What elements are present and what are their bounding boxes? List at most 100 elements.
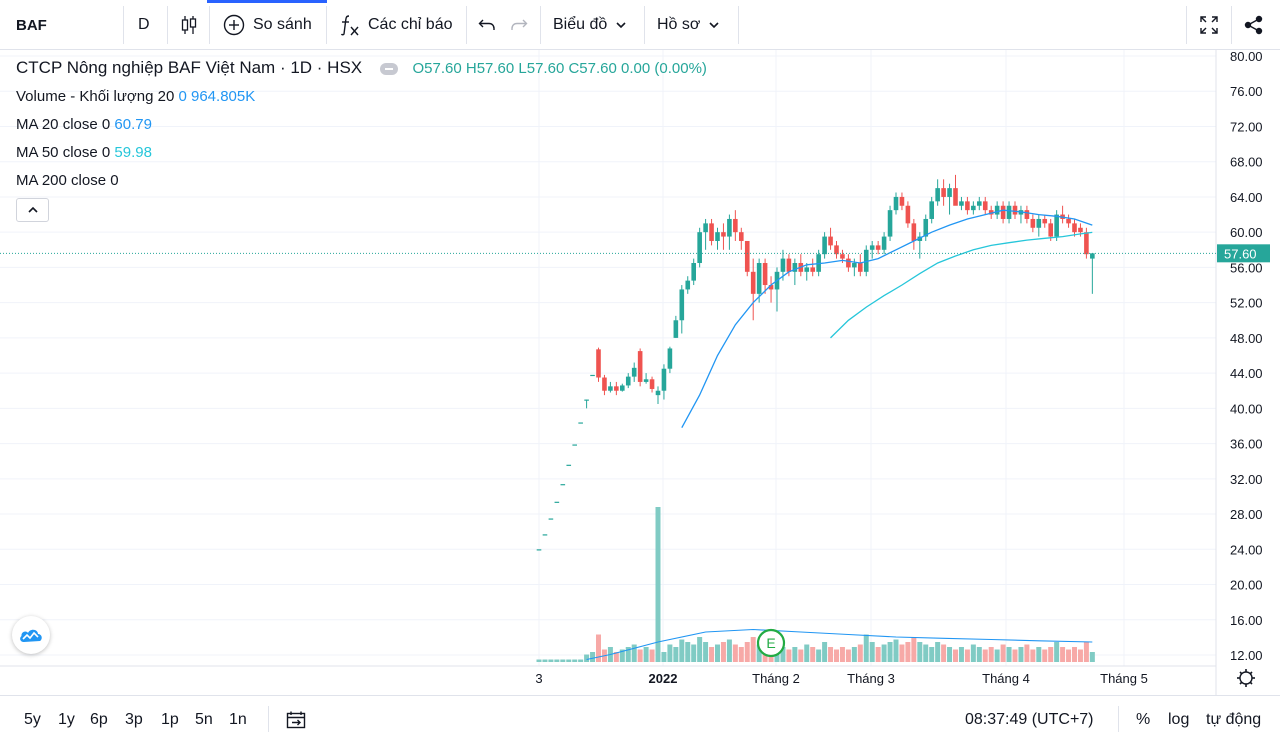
share-button[interactable]: [1244, 0, 1264, 50]
undo-button[interactable]: [478, 0, 496, 50]
price-tick-label: 24.00: [1230, 542, 1263, 557]
candle: [620, 383, 625, 392]
symbol-search-button[interactable]: BAF: [16, 0, 47, 50]
candle: [703, 218, 708, 250]
volume-bar: [970, 644, 976, 662]
candle: [917, 232, 923, 259]
volume-bar: [822, 642, 828, 662]
candle-body: [965, 201, 970, 211]
range-6p-button[interactable]: 6p: [90, 696, 108, 742]
candle-body: [1066, 218, 1071, 224]
event-marker[interactable]: E: [756, 628, 786, 658]
price-chart[interactable]: 80.00 76.00 72.00 68.00 64.00 60.00 56.00 52.00…: [0, 50, 1280, 695]
candle: [893, 192, 899, 215]
candle-body: [715, 232, 720, 241]
volume-bar: [643, 647, 649, 662]
fullscreen-button[interactable]: [1199, 0, 1219, 50]
interval-label: D: [138, 16, 150, 33]
volume-bar: [887, 642, 893, 662]
price-tick-label: 76.00: [1230, 84, 1263, 99]
candle-body: [911, 223, 917, 241]
chart-style-button[interactable]: [178, 0, 200, 50]
plus-circle-icon: [223, 14, 245, 36]
volume-bar: [893, 639, 899, 662]
range-1p-button[interactable]: 1p: [161, 696, 179, 742]
log-scale-button[interactable]: log: [1168, 696, 1189, 742]
time-tick-label: Tháng 5: [1100, 671, 1148, 686]
brand-logo-button[interactable]: [12, 616, 50, 654]
open-value: 57.60: [424, 60, 462, 77]
candle: [578, 422, 583, 424]
share-icon: [1244, 15, 1264, 35]
ma20-label: MA 20 close 0: [16, 116, 111, 133]
range-1y-button[interactable]: 1y: [58, 696, 75, 742]
chart-menu-button[interactable]: Biểu đồ: [553, 0, 627, 50]
time-axis-settings-button[interactable]: [1237, 669, 1255, 687]
candle: [899, 192, 905, 211]
volume-bar: [715, 644, 720, 662]
legend-ma20[interactable]: MA 20 close 0 60.79: [16, 116, 152, 133]
divider: [1231, 6, 1232, 44]
log-label: log: [1168, 710, 1190, 728]
divider: [1118, 706, 1119, 732]
auto-scale-button[interactable]: tự động: [1206, 696, 1261, 742]
range-5y-button[interactable]: 5y: [24, 696, 41, 742]
volume-bar: [875, 647, 881, 662]
range-3p-button[interactable]: 3p: [125, 696, 143, 742]
indicators-button[interactable]: Các chỉ báo: [340, 0, 453, 50]
volume-bar: [738, 647, 744, 662]
legend-ma200[interactable]: MA 200 close 0: [16, 172, 119, 189]
candle-series: [536, 174, 1095, 551]
legend-volume[interactable]: Volume - Khối lượng 20 0 964.805K: [16, 88, 255, 105]
range-1n-button[interactable]: 1n: [229, 696, 247, 742]
candle: [560, 484, 566, 486]
candle-body: [756, 263, 762, 294]
price-tick-label: 72.00: [1230, 119, 1263, 134]
volume-bar: [703, 642, 709, 662]
profile-menu-button[interactable]: Hồ sơ: [657, 0, 720, 50]
candle-body: [685, 280, 691, 290]
candle-body: [703, 223, 708, 233]
candle: [762, 258, 768, 294]
candle-body: [846, 258, 851, 268]
candle: [959, 196, 964, 211]
volume-bar: [964, 649, 970, 662]
candle-body: [822, 236, 827, 255]
volume-bar: [1024, 644, 1030, 662]
volume-bar: [869, 642, 875, 662]
candle: [1018, 205, 1024, 224]
candle: [971, 201, 976, 215]
candle: [887, 205, 893, 241]
volume-bar: [548, 659, 554, 662]
compare-label: So sánh: [253, 16, 312, 33]
top-toolbar: BAF D So sánh Các chỉ báo: [0, 0, 1280, 50]
legend-ma50[interactable]: MA 50 close 0 59.98: [16, 144, 152, 161]
candle: [744, 240, 750, 277]
candle-body: [1036, 218, 1042, 228]
chevron-down-icon: [615, 19, 627, 31]
volume-bar: [947, 647, 953, 662]
indicators-label: Các chỉ báo: [368, 16, 453, 33]
price-tick-label: 20.00: [1230, 578, 1263, 593]
candle-body: [768, 285, 774, 290]
candle: [929, 196, 934, 224]
go-to-date-button[interactable]: [286, 696, 306, 742]
redo-button[interactable]: [510, 0, 528, 50]
clock-timezone-button[interactable]: 08:37:49 (UTC+7): [965, 696, 1094, 742]
candle: [1066, 214, 1071, 228]
candle: [798, 254, 804, 277]
range-5n-button[interactable]: 5n: [195, 696, 213, 742]
compare-button[interactable]: So sánh: [223, 0, 312, 50]
volume-bar: [881, 644, 887, 662]
range-label: 5y: [24, 710, 41, 728]
candle: [1072, 218, 1077, 237]
candle-body: [810, 267, 815, 272]
candle-body: [667, 348, 673, 369]
legend-collapse-button[interactable]: [16, 198, 49, 222]
legend-toggle-icon[interactable]: [380, 63, 399, 76]
chart-menu-label: Biểu đồ: [553, 16, 608, 33]
percent-scale-button[interactable]: %: [1136, 696, 1150, 742]
interval-button[interactable]: D: [138, 0, 150, 50]
candle-body: [1006, 205, 1012, 219]
volume-bar: [911, 637, 917, 662]
